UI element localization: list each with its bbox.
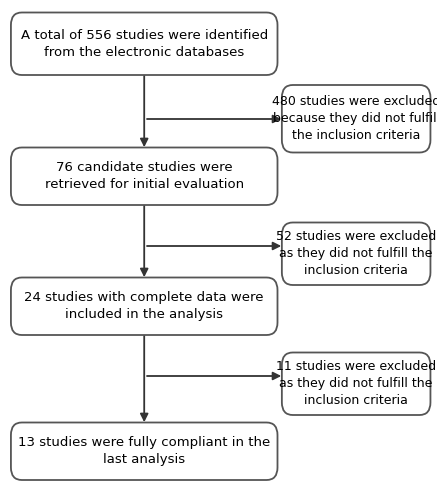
FancyBboxPatch shape — [11, 422, 277, 480]
FancyBboxPatch shape — [11, 148, 277, 205]
FancyBboxPatch shape — [282, 222, 430, 285]
FancyBboxPatch shape — [282, 352, 430, 415]
Text: A total of 556 studies were identified
from the electronic databases: A total of 556 studies were identified f… — [21, 28, 268, 58]
FancyBboxPatch shape — [11, 12, 277, 75]
Text: 76 candidate studies were
retrieved for initial evaluation: 76 candidate studies were retrieved for … — [45, 161, 244, 191]
FancyBboxPatch shape — [282, 85, 430, 152]
Text: 13 studies were fully compliant in the
last analysis: 13 studies were fully compliant in the l… — [18, 436, 271, 466]
Text: 24 studies with complete data were
included in the analysis: 24 studies with complete data were inclu… — [24, 291, 264, 322]
Text: 480 studies were excluded
because they did not fulfill
the inclusion criteria: 480 studies were excluded because they d… — [272, 95, 437, 142]
Text: 11 studies were excluded
as they did not fulfill the
inclusion criteria: 11 studies were excluded as they did not… — [276, 360, 436, 407]
FancyBboxPatch shape — [11, 278, 277, 335]
Text: 52 studies were excluded
as they did not fulfill the
inclusion criteria: 52 studies were excluded as they did not… — [276, 230, 436, 277]
